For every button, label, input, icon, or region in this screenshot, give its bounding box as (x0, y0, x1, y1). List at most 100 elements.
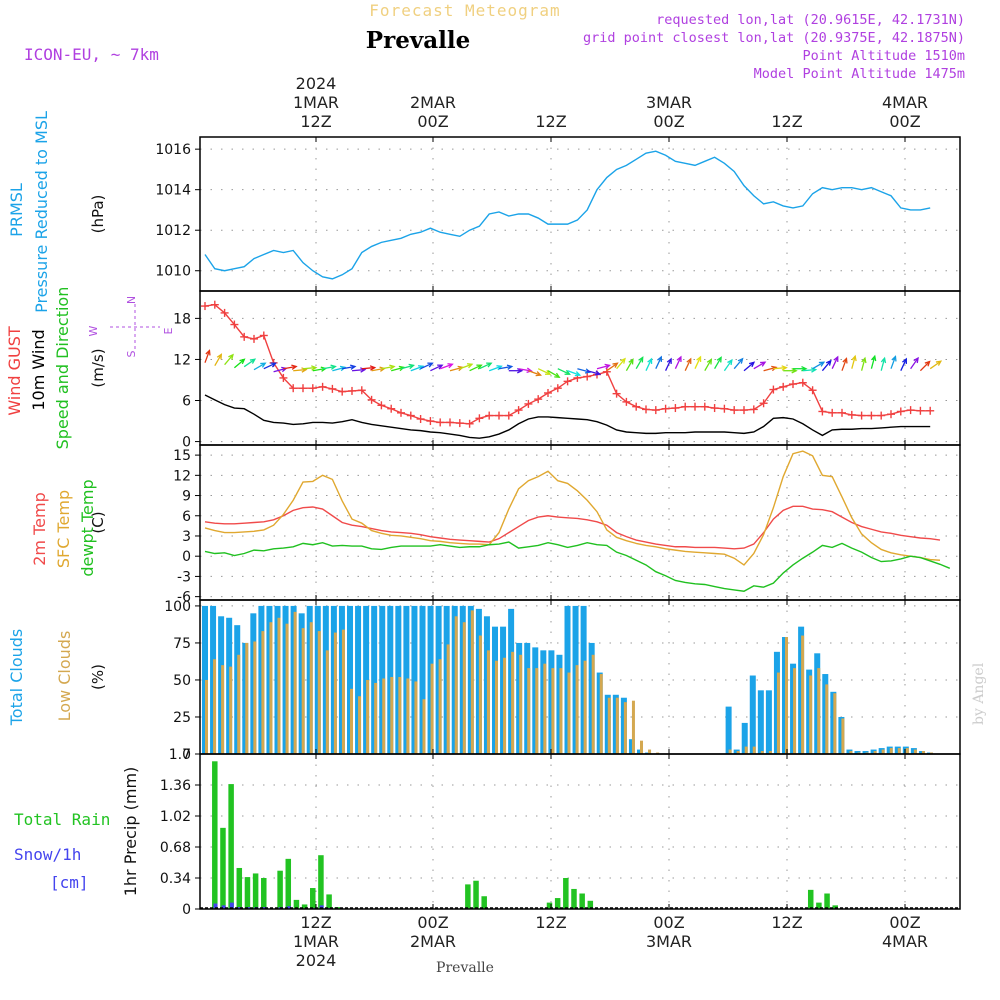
low-clouds-bar (736, 751, 740, 754)
low-clouds-bar (245, 642, 249, 754)
rain-bar (220, 827, 226, 909)
wind-arrow (743, 361, 755, 372)
panel-label-temperature: (C) 2m Temp SFC Temp dewpt Temp (30, 479, 107, 576)
top-time-label: 1MAR (293, 93, 339, 112)
low-clouds-bar (793, 668, 797, 754)
snow-label: Snow/1h (14, 845, 81, 864)
wind-arrow (204, 350, 211, 363)
panel-labels: (hPa) PRMSL Pressure Reduced to MSL (m/s) Wi… (5, 111, 175, 896)
wind-arrow-head (760, 361, 767, 367)
low-clouds-bar (841, 718, 845, 754)
panel-label-precip: 1hr Precip (mm) Total Rain Snow/1h [cm] (14, 767, 140, 897)
wind-arrow (498, 365, 512, 370)
top-time-label: 00Z (653, 112, 684, 131)
low-clouds-bar (543, 663, 547, 754)
rain-bar (293, 899, 300, 909)
compass-west: W (87, 325, 100, 336)
low-clouds-bar (309, 622, 313, 754)
low-clouds-bar (640, 740, 644, 754)
low-clouds-bar (599, 674, 603, 754)
wind-arrow-head (666, 357, 672, 364)
wind-arrow-head (389, 364, 396, 370)
series-line-dewpt (204, 541, 951, 592)
wind-arrow (293, 368, 307, 372)
wind-arrow-head (330, 364, 337, 370)
wind-arrow-head (696, 355, 702, 362)
y-tick-label: 0 (182, 902, 191, 918)
low-clouds-bar (849, 751, 853, 754)
panel-frame (199, 753, 961, 910)
grid-point-location: grid point closest lon,lat (20.9375E, 42… (583, 30, 965, 46)
wind-arrow (763, 366, 777, 372)
wind-arrow (880, 357, 886, 371)
total-clouds-bar (757, 690, 764, 754)
wind-arrow (851, 355, 856, 369)
wind-arrow (890, 356, 897, 369)
low-clouds-bar (213, 659, 217, 754)
wind-arrow (665, 358, 672, 371)
wind-arrow (802, 368, 816, 372)
header: Forecast Meteogram Prevalle ICON-EU, ~ 7… (24, 1, 965, 82)
wind-arrow (253, 362, 266, 371)
low-clouds-bar (374, 682, 378, 754)
wind-arrow (528, 370, 541, 376)
wind-arrow (410, 365, 424, 372)
low-clouds-bar (535, 668, 539, 754)
rain-bar (261, 878, 267, 909)
y-tick-label: 1016 (155, 142, 191, 158)
low-clouds-bar (921, 751, 925, 754)
wind-arrow (567, 370, 581, 376)
wind-arrow-head (476, 364, 483, 370)
wind-arrow (488, 365, 502, 372)
low-clouds-bar (503, 657, 507, 754)
low-clouds-bar (776, 672, 780, 754)
panel-series-label: Speed and Direction (53, 287, 72, 450)
wind-arrow (831, 356, 839, 369)
wind-arrow-head (861, 356, 867, 364)
wind-arrow-head (350, 364, 357, 370)
footer-place: Prevalle (436, 960, 494, 976)
low-clouds-bar (648, 749, 652, 754)
snow-bar (213, 903, 218, 909)
wind-arrow (753, 361, 766, 370)
low-clouds-bar (478, 635, 482, 754)
panel-frame (199, 599, 961, 755)
wind-arrow (596, 364, 610, 370)
low-clouds-bar (253, 641, 257, 754)
total-clouds-bar (765, 690, 772, 754)
low-clouds-bar (752, 746, 756, 754)
low-clouds-bar (631, 700, 635, 754)
wind-arrow (860, 357, 866, 371)
wind-arrow-head (526, 367, 533, 373)
low-clouds-bar (358, 696, 362, 754)
low-clouds-bar (809, 675, 813, 754)
low-clouds-bar (382, 678, 386, 754)
wind-arrow (821, 360, 832, 372)
rain-bar (473, 880, 479, 909)
y-axis-title: (hPa) (89, 195, 107, 234)
low-clouds-bar (873, 751, 877, 754)
rain-bar (563, 878, 569, 909)
y-tick-label: 75 (173, 636, 191, 652)
wind-arrow (557, 368, 570, 375)
low-clouds-bar (390, 677, 394, 754)
series-rain (212, 761, 838, 909)
bottom-time-label: 12Z (300, 913, 331, 932)
low-clouds-bar (495, 660, 499, 754)
compass-rose: N S W E (87, 296, 175, 358)
low-clouds-bar (406, 678, 410, 754)
low-clouds-bar (462, 622, 466, 754)
wind-arrow (704, 359, 712, 372)
wind-arrow (910, 357, 919, 370)
rain-bar (318, 855, 324, 909)
wind-arrow (733, 358, 744, 370)
snow-bar (262, 907, 267, 909)
low-clouds-bar (551, 668, 555, 754)
y-tick-label: 1.02 (160, 809, 191, 825)
top-time-label: 4MAR (882, 93, 928, 112)
wind-arrow-head (676, 355, 682, 362)
low-clouds-bar (817, 668, 821, 754)
rain-bar (481, 896, 487, 909)
low-clouds-bar (333, 632, 337, 754)
low-clouds-bar (293, 611, 297, 754)
